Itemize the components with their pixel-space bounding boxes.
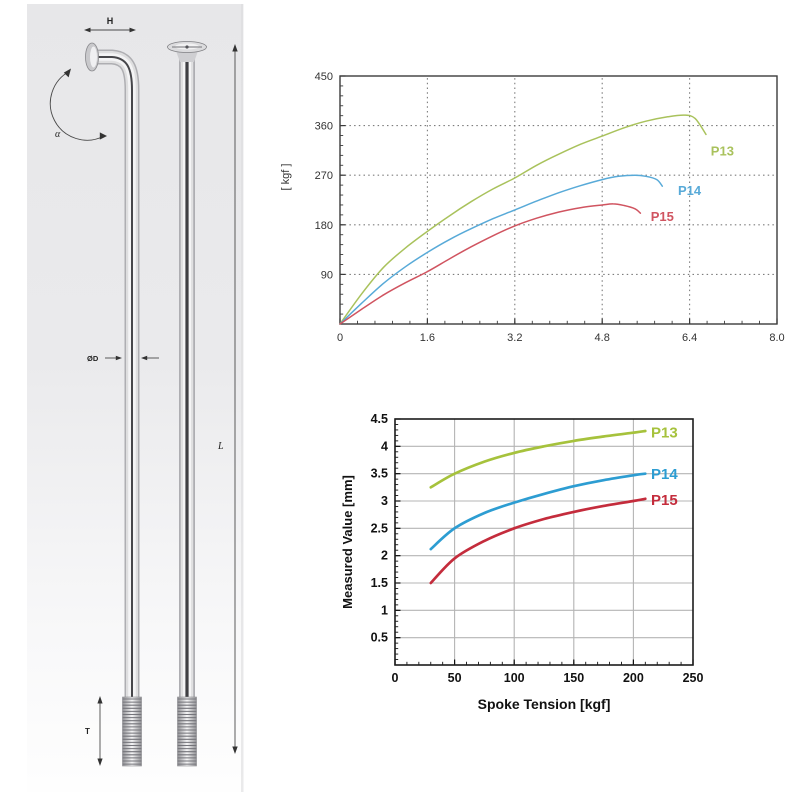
x-tick-label: 250 [683,671,704,685]
jbend-spoke [85,42,140,697]
y-tick-label: 360 [315,121,333,133]
y-tick-label: 180 [315,220,333,232]
dimension-thread [97,696,103,766]
series-P13-label: P13 [651,425,678,442]
y-tick-label: 3.5 [371,467,388,481]
series-P13-label: P13 [711,143,734,158]
y-axis-label: Measured Value [mm] [340,475,355,609]
thread-body [177,696,197,767]
x-tick-label: 200 [623,671,644,685]
x-tick-label: 50 [448,671,462,685]
x-tick-label: 100 [504,671,525,685]
thread-body [122,696,142,767]
series-P14-label: P14 [651,466,678,483]
series-P14-label: P14 [678,183,702,198]
x-tick-label: 150 [563,671,584,685]
y-tick-label: 4.5 [371,412,388,426]
thread-sections [122,696,197,767]
straight-spoke-neck [176,51,198,62]
dimension-diameter [105,355,159,361]
tick-labels: 0 1.6 3.2 4.8 6.4 8.0 90 180 270 360 450 [315,71,785,344]
y-tick-label: 270 [315,170,333,182]
y-tick-label: 0.5 [371,631,388,645]
tension-chart: 0 1.6 3.2 4.8 6.4 8.0 90 180 270 360 450 [ kgf ] P13… [280,71,785,344]
series-P13-line [339,114,707,325]
y-tick-label: 1.5 [371,576,388,590]
x-tick-label: 1.6 [420,332,435,344]
dimension-length [232,44,238,754]
dimension-length-label: L [217,441,224,452]
series-P15-label: P15 [651,209,674,224]
y-tick-label: 2.5 [371,521,388,535]
straight-spoke [167,41,207,697]
x-tick-label: 8.0 [769,332,784,344]
x-axis-label: Spoke Tension [kgf] [478,696,611,712]
plot-frame [394,418,694,666]
dimension-h [84,27,136,33]
dimension-h-label: H [107,16,114,26]
gridlines [340,76,777,324]
y-tick-label: 3 [381,494,388,508]
y-tick-label: 450 [315,71,333,83]
y-tick-label: 1 [381,603,388,617]
series-P15-line [339,203,642,325]
plot-frame [339,75,778,325]
diagram-right-edge [241,4,244,792]
series-P13-line [429,429,647,489]
x-tick-label: 0 [337,332,343,344]
series-P14-line [429,472,647,551]
spoke-diagram: H α ØD L T [27,4,244,792]
x-tick-label: 0 [392,671,399,685]
series-P15-label: P15 [651,492,678,509]
x-tick-label: 3.2 [507,332,522,344]
axis-ticks [339,75,778,324]
angle-arc [49,68,107,141]
y-tick-label: 4 [381,439,388,453]
series-P14-line [339,174,664,325]
y-axis-label: [ kgf ] [280,164,292,191]
x-tick-label: 4.8 [595,332,610,344]
measured-value-chart: 0 50 100 150 200 250 0.5 1 1.5 2 2.5 3 3.5 4 4.5 Measur… [340,412,704,712]
tick-labels: 0 50 100 150 200 250 0.5 1 1.5 2 2.5 3 3.5 4 4.5 [371,412,704,685]
angle-label: α [55,129,61,140]
dimension-diameter-label: ØD [87,354,99,363]
y-tick-label: 2 [381,549,388,563]
y-tick-label: 90 [321,269,333,281]
x-tick-label: 6.4 [682,332,697,344]
dimension-thread-label: T [85,727,90,736]
series-P15-line [429,497,647,585]
